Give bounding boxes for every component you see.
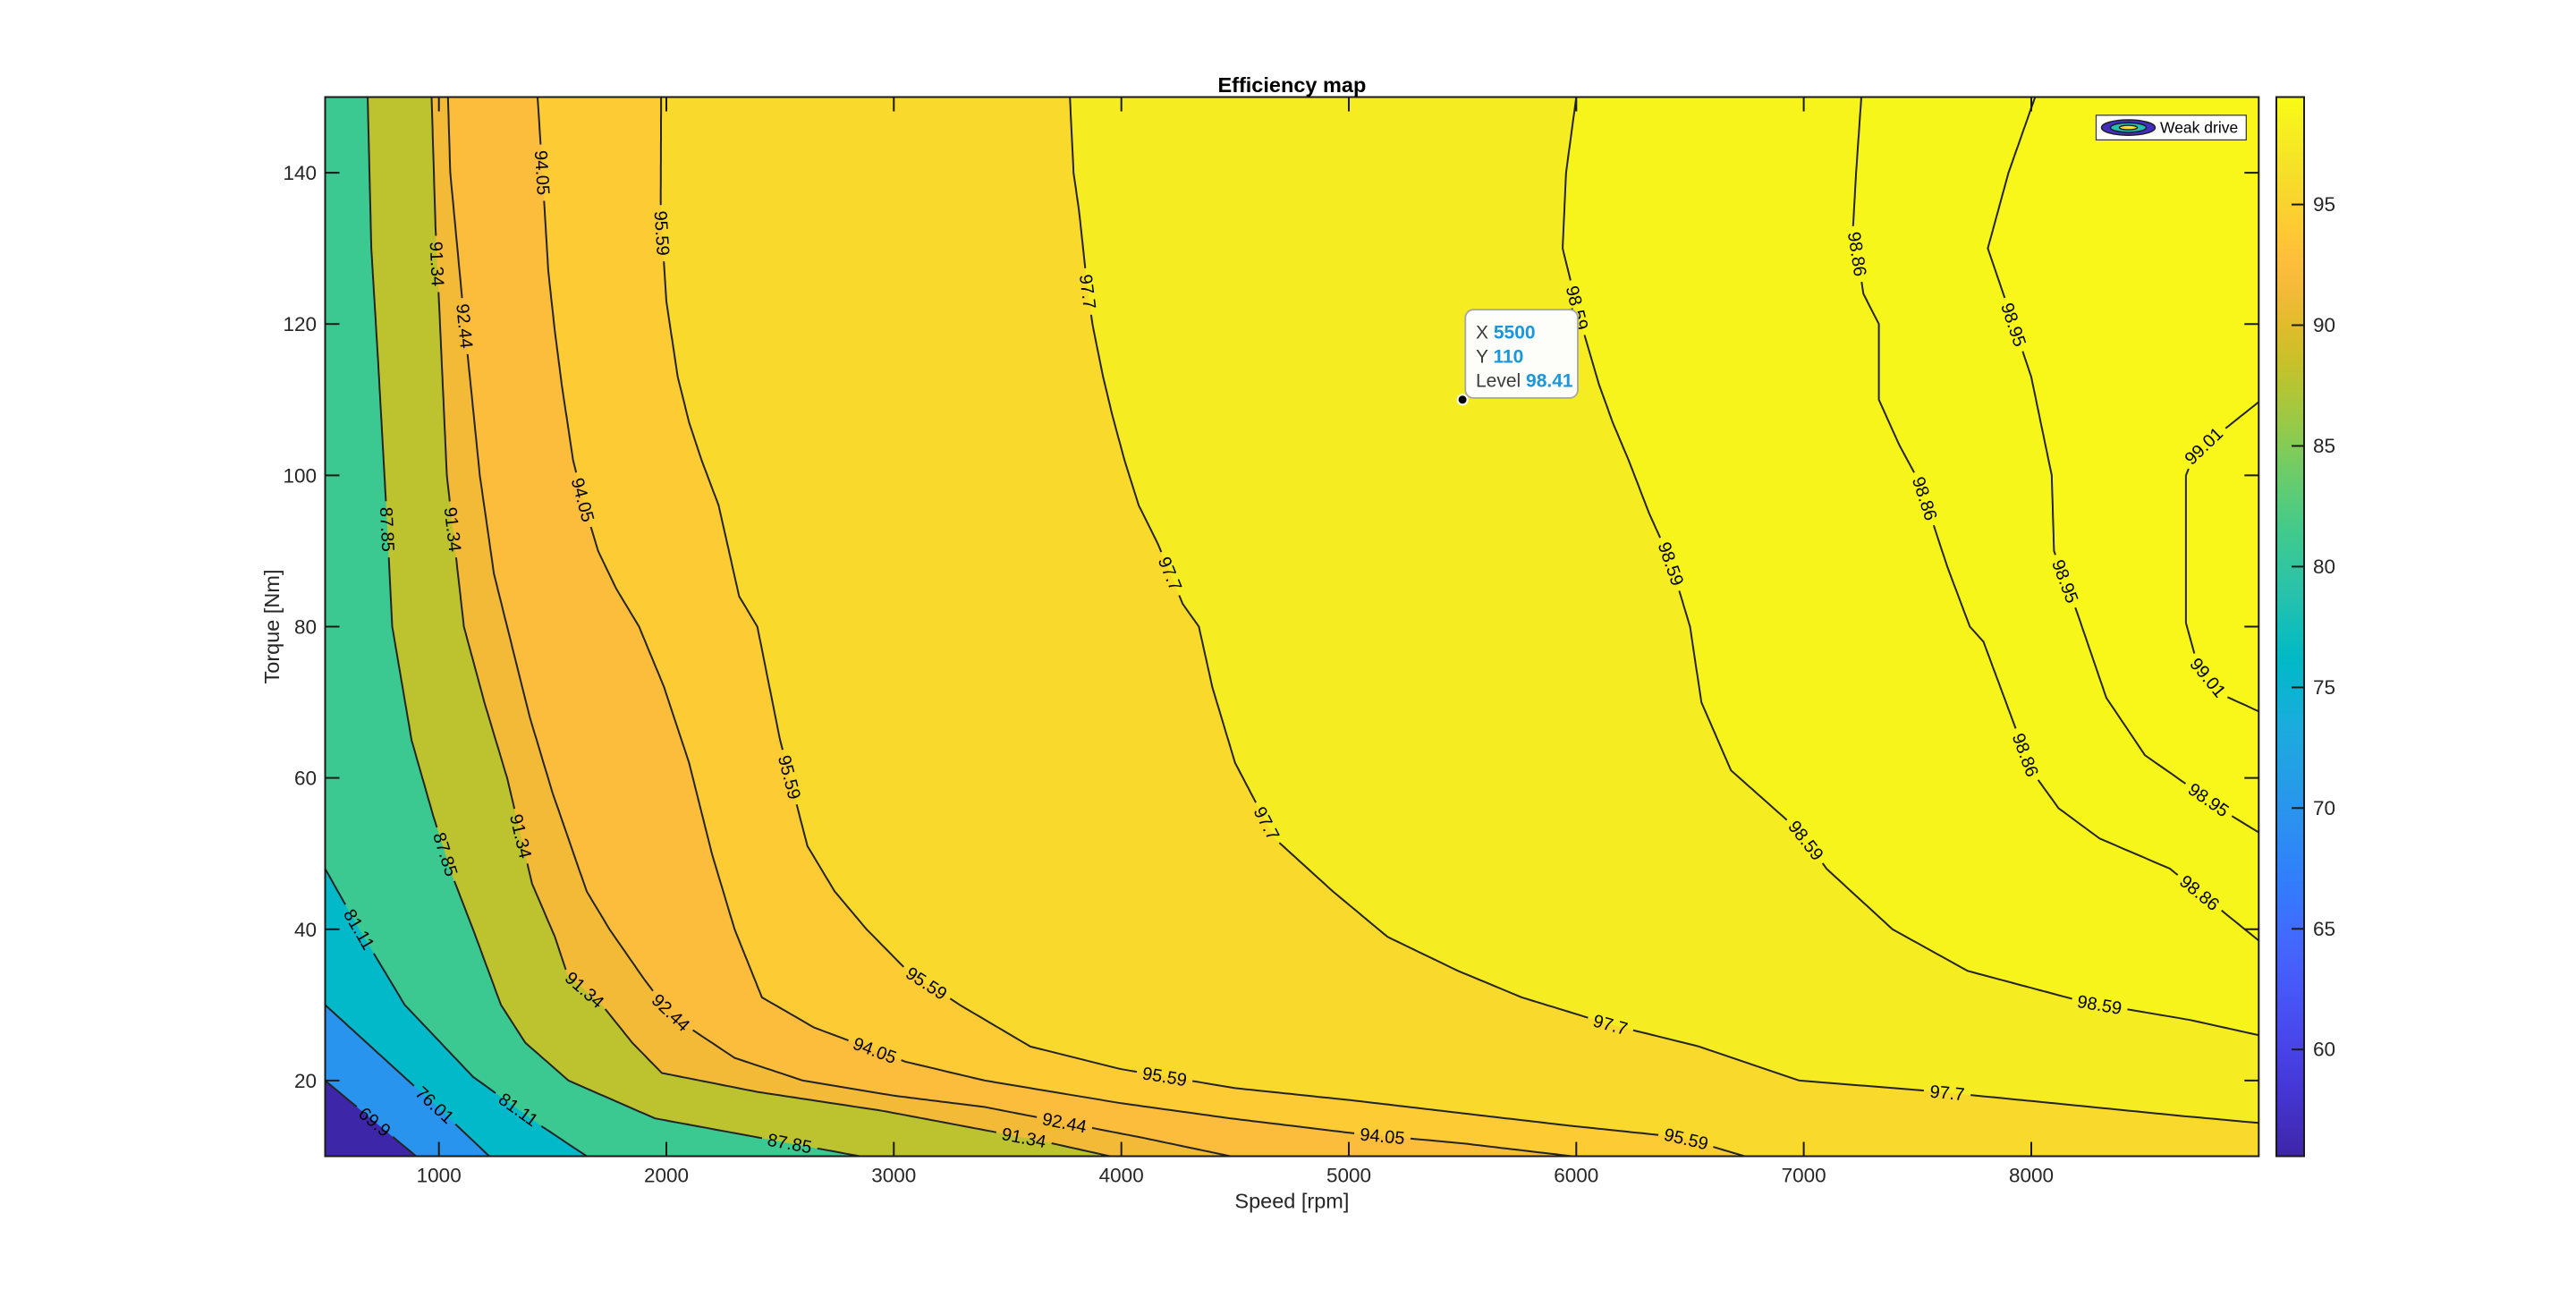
svg-text:5000: 5000 xyxy=(1326,1165,1371,1187)
svg-text:40: 40 xyxy=(294,919,317,941)
svg-text:20: 20 xyxy=(294,1070,317,1092)
svg-text:60: 60 xyxy=(2313,1039,2335,1061)
svg-text:91.34: 91.34 xyxy=(426,242,447,287)
svg-text:6000: 6000 xyxy=(1554,1165,1598,1187)
svg-text:120: 120 xyxy=(283,313,317,335)
svg-text:2000: 2000 xyxy=(644,1165,689,1187)
svg-text:94.05: 94.05 xyxy=(1359,1125,1405,1150)
svg-text:X 5500: X 5500 xyxy=(1476,323,1536,344)
svg-text:Weak drive: Weak drive xyxy=(2160,119,2238,137)
svg-text:85: 85 xyxy=(2313,435,2335,457)
svg-text:97.7: 97.7 xyxy=(1075,273,1099,310)
svg-text:97.7: 97.7 xyxy=(1928,1082,1965,1106)
svg-text:60: 60 xyxy=(294,768,317,790)
svg-text:90: 90 xyxy=(2313,314,2335,336)
svg-text:Speed [rpm]: Speed [rpm] xyxy=(1234,1190,1349,1213)
svg-text:94.05: 94.05 xyxy=(530,150,553,196)
svg-text:80: 80 xyxy=(294,616,317,639)
svg-text:Level 98.41: Level 98.41 xyxy=(1476,371,1573,392)
svg-text:Efficiency map: Efficiency map xyxy=(1217,73,1366,97)
svg-text:4000: 4000 xyxy=(1099,1165,1144,1187)
svg-text:Torque [Nm]: Torque [Nm] xyxy=(260,570,284,684)
svg-text:70: 70 xyxy=(2313,797,2335,819)
svg-text:1000: 1000 xyxy=(417,1165,462,1187)
svg-text:7000: 7000 xyxy=(1782,1165,1826,1187)
svg-text:80: 80 xyxy=(2313,556,2335,578)
svg-text:3000: 3000 xyxy=(871,1165,916,1187)
svg-text:8000: 8000 xyxy=(2009,1165,2054,1187)
svg-text:140: 140 xyxy=(283,162,317,184)
svg-text:92.44: 92.44 xyxy=(452,303,476,350)
svg-text:75: 75 xyxy=(2313,676,2335,699)
svg-text:Y 110: Y 110 xyxy=(1476,347,1523,368)
svg-text:65: 65 xyxy=(2313,918,2335,940)
svg-text:95.59: 95.59 xyxy=(650,210,673,256)
svg-text:87.85: 87.85 xyxy=(376,506,398,552)
svg-text:100: 100 xyxy=(283,464,317,487)
svg-text:95: 95 xyxy=(2313,193,2335,216)
